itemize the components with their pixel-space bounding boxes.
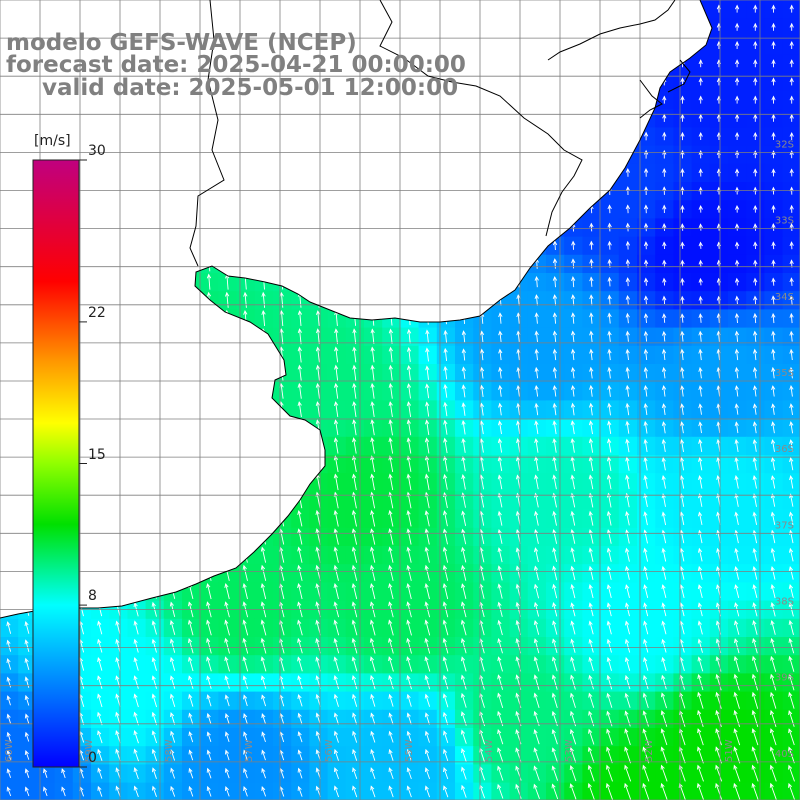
wind-arrow	[789, 22, 794, 31]
lat-label: 39S	[775, 673, 794, 684]
lat-label: 35S	[775, 368, 794, 379]
colorbar-gradient	[32, 159, 80, 768]
field-cell	[782, 728, 800, 747]
field-cell	[782, 618, 800, 638]
lon-label: 55W	[404, 739, 415, 762]
field-cell	[782, 546, 800, 565]
lat-label: 32S	[775, 139, 794, 150]
title-valid-date: valid date: 2025-05-01 12:00:00	[42, 75, 459, 101]
field-cell	[782, 527, 800, 547]
field-cell	[782, 637, 800, 656]
wind-arrow	[753, 4, 758, 13]
lat-label: 33S	[775, 216, 794, 227]
field-cell	[782, 564, 800, 583]
field-cell	[782, 600, 800, 620]
lat-label: 37S	[775, 520, 794, 531]
wind-arrow	[771, 4, 776, 13]
wind-arrow	[734, 4, 740, 13]
lat-label: 34S	[775, 292, 794, 303]
lon-label: 60W	[4, 739, 15, 762]
title-forecast-date: forecast date: 2025-04-21 00:00:00	[6, 52, 466, 78]
wind-arrow	[771, 40, 776, 49]
field-cell	[782, 691, 800, 711]
wind-arrow	[734, 22, 740, 31]
field-cell	[782, 764, 800, 784]
lon-label: 51W	[724, 739, 735, 762]
lon-label: 53W	[564, 739, 575, 762]
wind-arrow	[789, 4, 794, 13]
field-cell	[782, 673, 800, 693]
colorbar-tick-label: 0	[88, 750, 97, 766]
field-cell	[782, 509, 800, 529]
lat-label: 38S	[775, 597, 794, 608]
field-cell	[782, 655, 800, 674]
colorbar-unit: [m/s]	[34, 133, 71, 149]
colorbar-tick-label: 8	[88, 588, 97, 605]
lon-label: 54W	[484, 739, 495, 762]
wind-arrow	[734, 40, 740, 49]
colorbar-tick-label: 15	[88, 446, 106, 463]
lon-label: 52W	[644, 739, 655, 762]
colorbar-tick-label: 30	[88, 143, 106, 159]
field-cell	[782, 746, 800, 765]
lat-label: 40S	[775, 749, 794, 760]
lon-label: 57W	[244, 739, 255, 762]
field-cell	[782, 582, 800, 602]
colorbar	[32, 159, 87, 768]
wind-arrow	[771, 22, 776, 31]
wind-arrow	[753, 40, 758, 49]
lon-label: 58W	[164, 739, 175, 762]
lat-label: 36S	[775, 444, 794, 455]
wind-arrow	[789, 40, 794, 49]
lon-label: 56W	[324, 739, 335, 762]
colorbar-tick-label: 22	[88, 304, 106, 321]
wind-arrow	[753, 22, 758, 31]
